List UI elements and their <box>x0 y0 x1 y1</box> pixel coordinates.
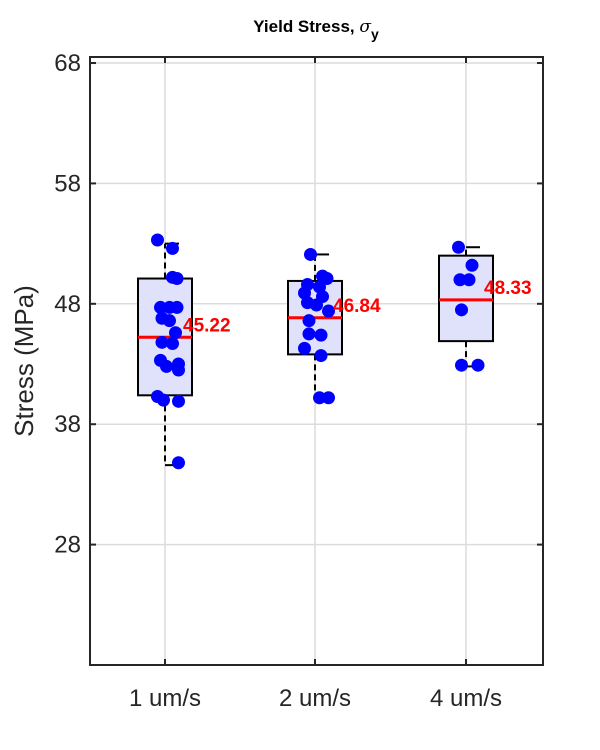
axis-layer: 28 38 48 58 68 1 um/s 2 um/s 4 um/s <box>54 50 544 712</box>
y-tick-label: 38 <box>54 411 81 438</box>
y-tick-label: 48 <box>54 291 81 318</box>
plot-frame <box>89 56 544 666</box>
data-point <box>170 272 184 286</box>
data-point <box>154 300 167 314</box>
data-point <box>320 272 334 286</box>
data-point <box>453 273 467 287</box>
median-value-label: 48.33 <box>484 278 532 299</box>
data-point <box>313 391 326 405</box>
data-point <box>465 258 479 272</box>
data-point <box>304 247 317 261</box>
data-point <box>302 327 316 341</box>
data-point <box>170 300 184 314</box>
data-point <box>455 358 468 372</box>
y-tick-label: 68 <box>54 50 81 77</box>
point-layer <box>151 233 485 470</box>
data-point <box>298 341 311 355</box>
data-point <box>172 456 185 470</box>
median-value-label: 45.22 <box>183 315 231 336</box>
data-point <box>157 393 170 407</box>
median-label-layer: 45.22 46.84 48.33 <box>183 278 532 336</box>
data-point <box>155 335 169 349</box>
x-tick-label: 1 um/s <box>129 685 201 712</box>
y-tick-label: 58 <box>54 170 81 197</box>
data-point <box>302 314 316 328</box>
x-tick-label: 2 um/s <box>279 685 351 712</box>
data-point <box>314 328 328 342</box>
data-point <box>151 233 164 247</box>
data-point <box>322 391 335 405</box>
data-point <box>172 363 185 377</box>
data-point <box>471 358 485 372</box>
data-point <box>314 349 328 363</box>
data-point <box>166 241 179 255</box>
x-tick-label: 4 um/s <box>430 685 502 712</box>
data-point <box>169 326 182 340</box>
median-value-label: 46.84 <box>333 296 381 317</box>
chart-title: Yield Stress, σy <box>253 17 379 42</box>
data-point <box>462 273 476 287</box>
y-axis-label: Stress (MPa) <box>9 285 39 437</box>
data-point <box>163 314 176 328</box>
data-point <box>160 359 173 373</box>
data-point <box>172 394 185 408</box>
y-tick-label: 28 <box>54 532 81 559</box>
data-point <box>322 304 335 318</box>
data-point <box>452 240 465 254</box>
data-point <box>455 303 468 317</box>
data-point <box>166 337 179 351</box>
data-point <box>310 298 323 312</box>
